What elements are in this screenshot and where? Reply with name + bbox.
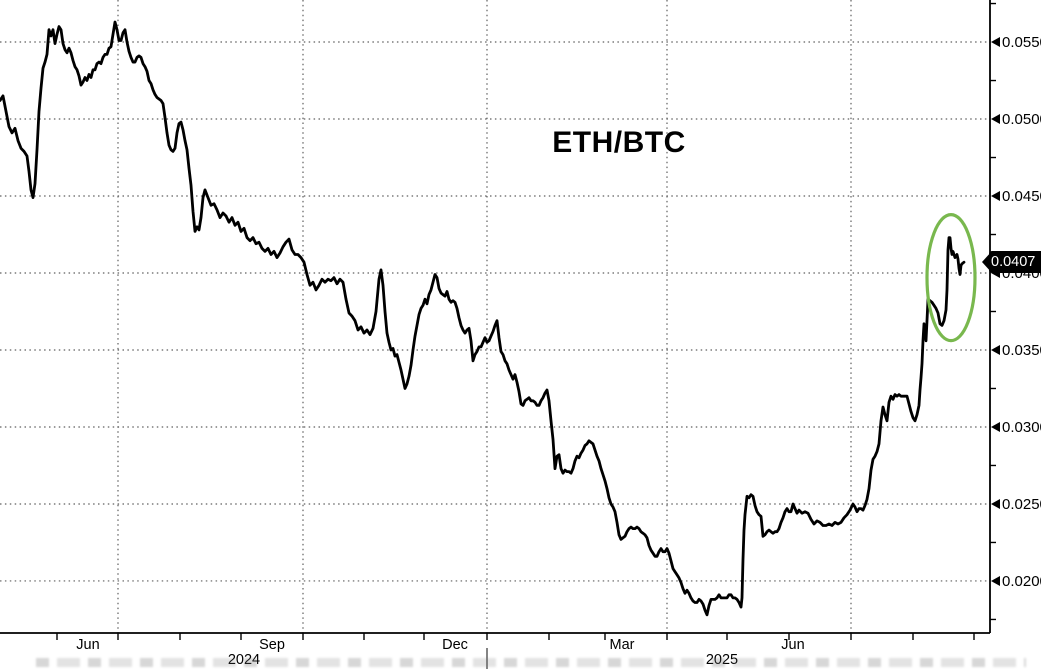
x-axis-month-label: Jun — [76, 637, 100, 653]
x-axis-month-label: Dec — [442, 637, 468, 653]
faded-watermark-text — [36, 658, 1026, 667]
x-axis-month-label: Mar — [609, 637, 635, 653]
tick-arrow-icon — [991, 114, 1000, 124]
last-price-value: 0.0407 — [989, 251, 1041, 273]
tag-arrow-icon — [982, 251, 992, 273]
x-axis-month-label: Jun — [781, 637, 805, 653]
x-axis-month-label: Sep — [259, 637, 285, 653]
x-axis-year-label: 2024 — [214, 652, 274, 668]
tick-arrow-icon — [991, 37, 1000, 47]
axis-ticks — [56, 2, 996, 669]
tick-arrow-icon — [991, 345, 1000, 355]
tick-arrow-icon — [991, 268, 1000, 278]
price-line — [0, 20, 966, 617]
y-axis-label-text: 0.0200 — [1002, 572, 1041, 590]
tick-arrow-icon — [991, 422, 1000, 432]
chart-title: ETH/BTC — [552, 126, 686, 159]
tick-arrow-icon — [991, 576, 1000, 586]
x-axis-year-label: 2025 — [692, 652, 752, 668]
tick-arrow-icon — [991, 499, 1000, 509]
axes — [0, 0, 991, 634]
last-price-tag: 0.0407 — [982, 251, 1041, 273]
tick-arrow-icon — [991, 191, 1000, 201]
y-axis-label: 0.0200 — [991, 571, 1041, 591]
gridlines — [0, 0, 990, 633]
highlight-ellipse — [925, 213, 977, 343]
